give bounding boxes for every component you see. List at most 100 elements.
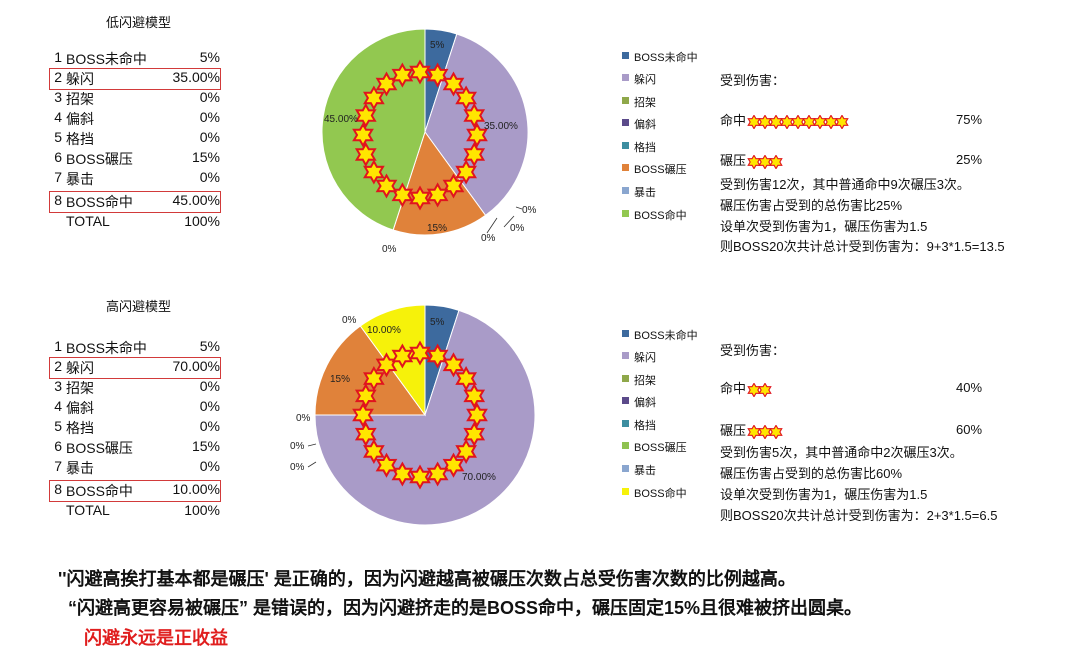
conclusion-line-2: “闪避高更容易被碾压” 是错误的，因为闪避挤走的是BOSS命中，碾压固定15%且…	[68, 598, 863, 618]
legend-label: 躲闪	[634, 74, 656, 86]
data-label: 5%	[430, 317, 445, 328]
table-row-value: 10.00%	[172, 481, 220, 497]
table-row-label: BOSS未命中	[66, 340, 147, 356]
table-row-value: 0%	[199, 418, 220, 434]
star-icon	[409, 464, 431, 490]
star-icon	[409, 59, 431, 85]
conclusion-line-1: ''闪避高挨打基本都是碾压' 是正确的，因为闪避越高被碾压次数占总受伤害次数的比…	[58, 569, 796, 589]
hit-stars	[747, 114, 849, 129]
legend-label: BOSS命中	[634, 210, 687, 222]
legend-label: BOSS未命中	[634, 330, 698, 342]
star-icon	[354, 102, 377, 129]
crush-stars	[747, 154, 783, 169]
table-row-highlighted: 8 BOSS命中 45.00%	[49, 191, 221, 213]
pie-slice	[314, 309, 536, 526]
table-total-label: TOTAL	[66, 502, 110, 518]
star-icon	[758, 382, 772, 397]
star-icon	[463, 383, 486, 409]
table-row-label: BOSS碾压	[66, 151, 133, 167]
legend-swatch	[622, 420, 629, 427]
table-row-label: 格挡	[66, 420, 94, 436]
table-row-label: 招架	[66, 91, 94, 107]
data-label: 0%	[342, 315, 357, 326]
table-row-value: 45.00%	[172, 192, 220, 208]
legend-label: 偏斜	[634, 397, 656, 409]
table-row: 5 格挡 0%	[54, 418, 220, 436]
table-row-value: 35.00%	[172, 69, 220, 85]
legend-swatch	[622, 330, 629, 337]
legend-label: BOSS碾压	[634, 164, 687, 176]
crush-stars	[747, 424, 783, 439]
legend-label: 躲闪	[634, 352, 656, 364]
table-row-label: 偏斜	[66, 111, 94, 127]
hit-percent: 75%	[956, 112, 983, 127]
hit-row: 命中	[720, 378, 772, 397]
leader-line	[307, 443, 317, 447]
low-legend: BOSS未命中 躲闪 招架 偏斜 格挡 BOSS碾压 暴击 BOSS命中	[622, 49, 722, 229]
star-icon	[391, 343, 414, 369]
star-icon	[391, 62, 414, 88]
high-legend: BOSS未命中 躲闪 招架 偏斜 格挡 BOSS碾压 暴击 BOSS命中	[622, 327, 722, 507]
legend-label: 格挡	[634, 142, 656, 154]
data-label: 0%	[522, 205, 537, 216]
table-row: 4 偏斜 0%	[54, 398, 220, 416]
pie-slice	[392, 130, 487, 236]
info-line: 则BOSS20次共计总计受到伤害为：2+3*1.5=6.5	[720, 508, 998, 523]
hit-percent: 40%	[956, 380, 983, 395]
star-icon	[463, 421, 486, 447]
star-icon	[352, 402, 374, 428]
data-label: 35.00%	[484, 121, 518, 132]
crush-percent: 25%	[956, 152, 983, 167]
data-label: 70.00%	[462, 472, 496, 483]
table-row-value: 0%	[199, 129, 220, 145]
table-row-value: 5%	[199, 338, 220, 354]
star-icon	[769, 154, 783, 169]
table-row-label: BOSS碾压	[66, 440, 133, 456]
star-shape	[769, 154, 783, 169]
hit-stars	[747, 382, 772, 397]
data-label: 10.00%	[367, 325, 401, 336]
star-icon	[769, 424, 783, 439]
crush-label: 碾压	[720, 423, 747, 438]
table-row: 7 暴击 0%	[54, 169, 220, 187]
leader-line	[486, 217, 498, 234]
table-row-highlighted: 2 躲闪 70.00%	[49, 357, 221, 379]
table-row-label: 格挡	[66, 131, 94, 147]
high-damage-info: 受到伤害： 命中 40% 碾压 60% 受到伤害5次，其中普通命中2次碾压3次。…	[720, 340, 1060, 530]
table-row-label: BOSS未命中	[66, 51, 147, 67]
table-row-value: 0%	[199, 378, 220, 394]
star-shape	[769, 424, 783, 439]
data-label: 0%	[382, 244, 397, 255]
table-row-value: 5%	[199, 49, 220, 65]
star-icon	[442, 452, 465, 478]
crush-percent: 60%	[956, 422, 983, 437]
crush-row: 碾压	[720, 420, 783, 439]
star-icon	[354, 141, 377, 168]
table-total-value: 100%	[184, 502, 220, 518]
legend-label: 格挡	[634, 420, 656, 432]
info-line: 受到伤害12次，其中普通命中9次碾压3次。	[720, 177, 970, 192]
legend-label: BOSS碾压	[634, 442, 687, 454]
table-row-value: 0%	[199, 169, 220, 185]
star-ring	[352, 59, 488, 211]
star-icon	[363, 438, 385, 464]
star-shape	[835, 114, 849, 129]
legend-swatch	[622, 52, 629, 59]
table-total-value: 100%	[184, 213, 220, 229]
star-icon	[375, 173, 398, 199]
legend-swatch	[622, 465, 629, 472]
low-model-table: 1 BOSS未命中 5% 2 躲闪 35.00% 3 招架 0% 4 偏斜 0% 5 格挡 0% 6…	[49, 49, 221, 239]
star-icon	[363, 366, 385, 392]
low-pie-chart: 5% 35.00% 15% 45.00% 0% 0% 0% 0%	[321, 28, 537, 255]
legend-label: BOSS命中	[634, 488, 687, 500]
data-label: 0%	[481, 233, 496, 244]
high-model-title: 高闪避模型	[106, 299, 172, 314]
table-row-highlighted: 8 BOSS命中 10.00%	[49, 480, 221, 502]
high-pie-chart: 5% 70.00% 15% 10.00% 0% 0% 0% 0%	[290, 304, 536, 526]
legend-swatch	[622, 74, 629, 81]
star-ring	[352, 340, 488, 490]
data-label: 5%	[430, 40, 445, 51]
legend-label: 偏斜	[634, 119, 656, 131]
star-icon	[455, 159, 477, 185]
table-row-value: 15%	[191, 149, 220, 165]
